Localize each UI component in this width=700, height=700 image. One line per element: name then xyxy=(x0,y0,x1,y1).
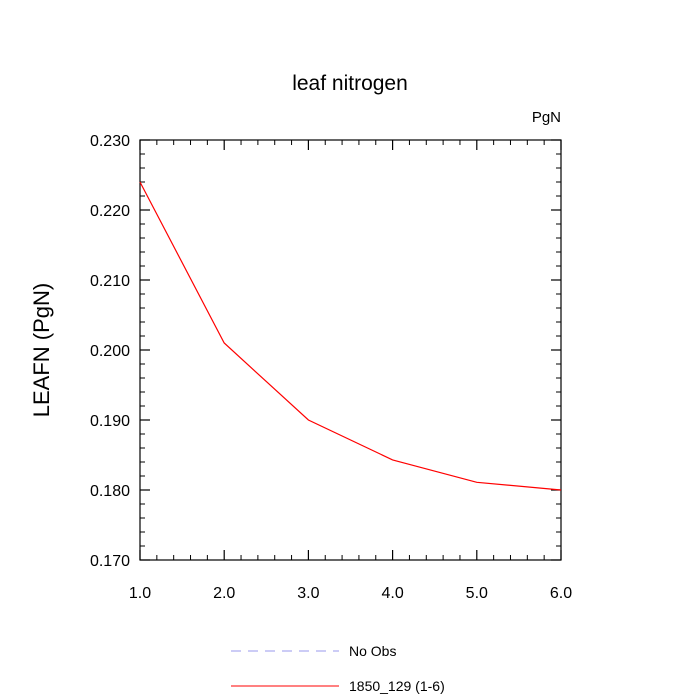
y-tick-label: 0.190 xyxy=(90,413,130,430)
x-tick-label: 1.0 xyxy=(129,585,151,602)
x-tick-label: 3.0 xyxy=(297,585,319,602)
chart-title: leaf nitrogen xyxy=(292,72,408,95)
y-axis-label: LEAFN (PgN) xyxy=(29,283,54,417)
legend: No Obs 1850_129 (1-6) xyxy=(231,643,445,694)
y-tick-label: 0.180 xyxy=(90,483,130,500)
y-tick-label: 0.170 xyxy=(90,553,130,570)
series-layer xyxy=(139,181,562,491)
series-line xyxy=(139,181,562,491)
axis-ticks: 1.0 2.0 3.0 4.0 5.0 6.0 0.170 0.180 0.190 0.200 0.… xyxy=(90,133,572,602)
y-tick-label: 0.230 xyxy=(90,133,130,150)
units-label: PgN xyxy=(532,109,561,126)
x-tick-label: 4.0 xyxy=(381,585,403,602)
plot-frame xyxy=(139,139,562,561)
legend-label: No Obs xyxy=(349,643,396,659)
y-tick-label: 0.210 xyxy=(90,273,130,290)
y-tick-label: 0.200 xyxy=(90,343,130,360)
x-tick-label: 6.0 xyxy=(550,585,572,602)
x-tick-label: 2.0 xyxy=(213,585,235,602)
y-tick-label: 0.220 xyxy=(90,203,130,220)
x-tick-label: 5.0 xyxy=(466,585,488,602)
legend-label: 1850_129 (1-6) xyxy=(349,678,445,694)
